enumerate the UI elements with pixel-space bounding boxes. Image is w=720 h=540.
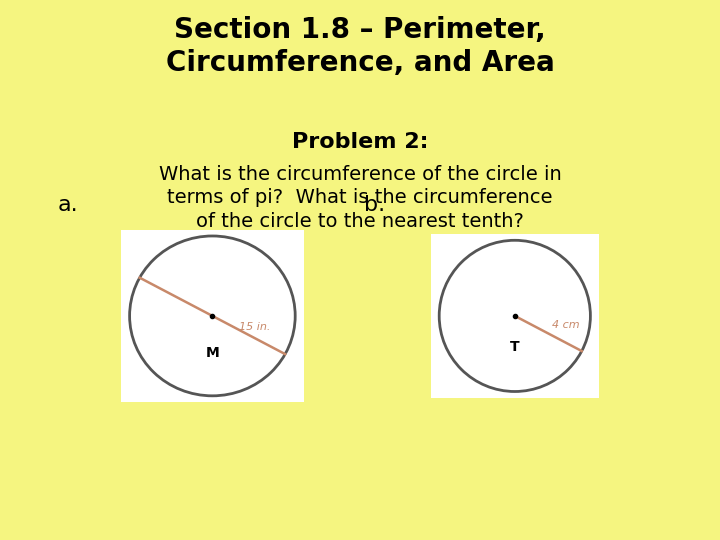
Text: What is the circumference of the circle in
terms of pi?  What is the circumferen: What is the circumference of the circle … bbox=[158, 165, 562, 231]
Bar bbox=[121, 230, 304, 402]
Text: b.: b. bbox=[364, 195, 384, 215]
Text: 15 in.: 15 in. bbox=[239, 322, 270, 332]
Text: Problem 2:: Problem 2: bbox=[292, 132, 428, 152]
Text: a.: a. bbox=[58, 195, 78, 215]
Text: T: T bbox=[510, 340, 520, 354]
Text: Section 1.8 – Perimeter,
Circumference, and Area: Section 1.8 – Perimeter, Circumference, … bbox=[166, 16, 554, 77]
Text: 4 cm: 4 cm bbox=[552, 320, 580, 330]
Bar bbox=[431, 234, 599, 398]
Text: M: M bbox=[205, 346, 220, 360]
